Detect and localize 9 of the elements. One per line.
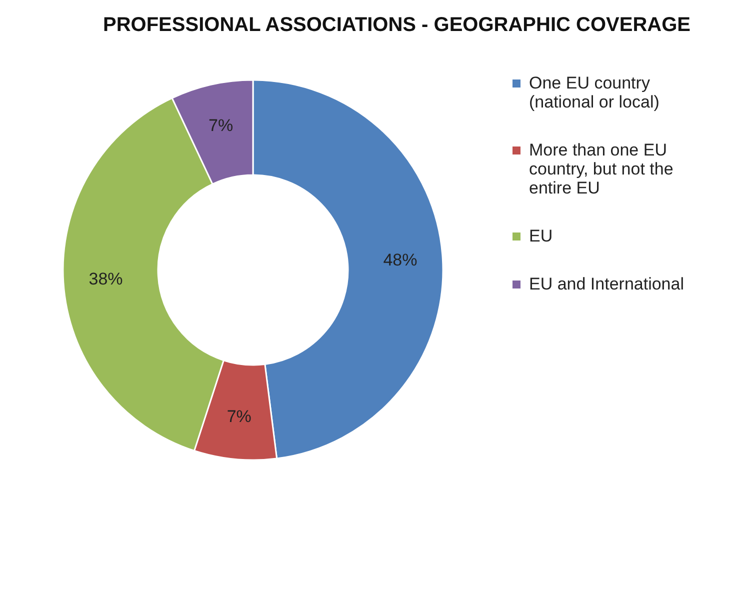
legend-label: EU [529, 226, 553, 246]
legend-label: More than one EU country, but not the entire EU [529, 140, 674, 198]
data-label: 7% [208, 116, 234, 136]
legend-label: One EU country (national or local) [529, 74, 660, 112]
data-label: 7% [226, 406, 252, 426]
chart-title: PROFESSIONAL ASSOCIATIONS - GEOGRAPHIC COVERAGE [103, 14, 690, 36]
data-label: 48% [383, 250, 418, 270]
legend-label: EU and International [529, 274, 684, 294]
data-label: 38% [88, 269, 123, 288]
